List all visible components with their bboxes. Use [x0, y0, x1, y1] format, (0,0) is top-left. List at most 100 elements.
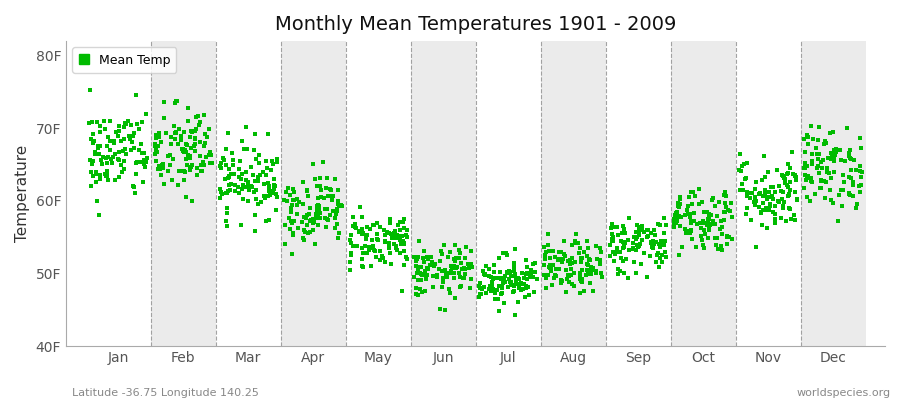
Point	[605, 220, 619, 227]
Point	[797, 165, 812, 171]
Point	[252, 151, 266, 158]
Point	[399, 232, 413, 238]
Point	[760, 193, 775, 200]
Point	[435, 284, 449, 290]
Point	[236, 196, 250, 202]
Point	[454, 259, 468, 266]
Point	[118, 120, 132, 126]
Point	[652, 263, 666, 270]
Point	[686, 189, 700, 195]
Point	[543, 255, 557, 261]
Point	[575, 267, 590, 273]
Point	[477, 284, 491, 290]
Point	[774, 215, 788, 221]
Point	[457, 275, 472, 282]
Point	[615, 230, 629, 236]
Point	[739, 211, 753, 218]
Point	[443, 269, 457, 276]
Point	[356, 250, 371, 256]
Point	[539, 248, 554, 255]
Point	[786, 170, 800, 177]
Point	[306, 227, 320, 234]
Point	[359, 233, 374, 239]
Point	[96, 154, 111, 160]
Point	[420, 265, 435, 271]
Point	[680, 207, 694, 213]
Point	[152, 163, 166, 169]
Point	[117, 158, 131, 164]
Point	[643, 253, 657, 259]
Point	[755, 200, 770, 206]
Point	[409, 257, 423, 264]
Point	[761, 189, 776, 196]
Point	[378, 232, 392, 238]
Point	[801, 134, 815, 141]
Point	[809, 145, 824, 152]
Point	[582, 257, 597, 263]
Point	[628, 229, 643, 236]
Point	[86, 139, 100, 146]
Point	[346, 223, 361, 230]
Point	[263, 192, 277, 198]
Point	[435, 248, 449, 255]
Point	[500, 270, 515, 276]
Point	[130, 171, 144, 177]
Point	[373, 257, 387, 264]
Point	[84, 169, 98, 176]
Point	[697, 245, 711, 252]
Point	[619, 256, 634, 262]
Point	[659, 222, 673, 229]
Point	[692, 220, 706, 226]
Point	[238, 169, 253, 176]
Point	[670, 218, 685, 224]
Point	[827, 169, 842, 175]
Point	[811, 156, 825, 162]
Point	[722, 234, 736, 240]
Point	[509, 275, 524, 282]
Point	[613, 268, 627, 274]
Point	[356, 226, 370, 232]
Point	[226, 162, 240, 168]
Point	[107, 177, 122, 184]
Point	[589, 270, 603, 277]
Point	[646, 227, 661, 233]
Point	[356, 264, 370, 270]
Point	[613, 248, 627, 255]
Point	[478, 272, 492, 278]
Point	[592, 259, 607, 266]
Point	[435, 251, 449, 257]
Point	[605, 231, 619, 237]
Point	[285, 197, 300, 204]
Point	[780, 171, 795, 178]
Point	[346, 214, 360, 220]
Point	[842, 147, 857, 153]
Point	[748, 202, 762, 209]
Point	[438, 271, 453, 278]
Point	[724, 236, 739, 242]
Point	[189, 126, 203, 132]
Point	[818, 194, 832, 201]
Point	[185, 128, 200, 135]
Point	[842, 174, 856, 180]
Point	[572, 269, 587, 276]
Point	[220, 205, 235, 211]
Point	[574, 278, 589, 284]
Point	[151, 134, 166, 140]
Point	[87, 151, 102, 157]
Point	[422, 262, 436, 268]
Point	[238, 184, 252, 191]
Point	[704, 212, 718, 218]
Point	[605, 237, 619, 244]
Point	[123, 136, 138, 142]
Point	[589, 268, 603, 274]
Point	[126, 182, 140, 189]
Point	[737, 161, 751, 168]
Point	[608, 224, 623, 230]
Point	[537, 256, 552, 262]
Point	[477, 271, 491, 277]
Point	[178, 146, 193, 153]
Point	[413, 270, 428, 276]
Point	[484, 288, 499, 294]
Point	[667, 216, 681, 222]
Point	[683, 213, 698, 220]
